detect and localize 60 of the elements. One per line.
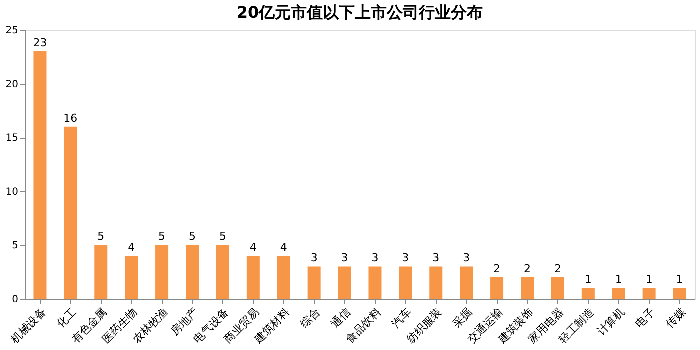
x-tick-label: 汽车: [389, 306, 414, 331]
data-label: 4: [128, 240, 136, 254]
x-tick-label: 机械设备: [8, 306, 49, 346]
x-tick-label: 传媒: [664, 306, 688, 331]
bar: [277, 256, 290, 299]
bar: [338, 266, 352, 299]
bar: [551, 277, 564, 299]
bar: [642, 288, 656, 299]
x-tick-label: 采掘: [450, 306, 476, 331]
chart-title: 20亿元市值以下上市公司行业分布: [236, 3, 484, 22]
data-label: 5: [98, 230, 105, 244]
bar: [399, 266, 412, 299]
bar: [308, 266, 321, 299]
data-label: 3: [432, 252, 440, 265]
data-label: 2: [494, 262, 501, 276]
bar: [460, 266, 474, 299]
data-label: 3: [463, 252, 470, 265]
y-tick-label: 5: [12, 240, 18, 252]
x-tick-label: 化工: [54, 306, 80, 331]
data-label: 16: [64, 112, 78, 125]
x-tick-label: 综合: [298, 306, 323, 331]
bar: [368, 266, 382, 299]
data-label: 4: [280, 240, 288, 254]
bar: [521, 277, 534, 299]
data-label: 1: [584, 273, 592, 286]
data-label: 1: [646, 273, 653, 286]
bar: [246, 256, 260, 299]
bar: [216, 245, 230, 299]
y-tick-label: 25: [6, 26, 18, 36]
bar: [490, 277, 504, 299]
data-label: 2: [524, 262, 531, 276]
data-label: 23: [33, 36, 48, 50]
data-label: 5: [189, 230, 196, 244]
data-label: 3: [372, 252, 379, 265]
bar: [430, 266, 443, 299]
x-tick-label: 通信: [328, 306, 354, 331]
data-label: 4: [250, 240, 257, 254]
bar: [612, 288, 626, 299]
bar: [673, 288, 686, 299]
data-label: 3: [402, 252, 410, 265]
data-label: 1: [615, 273, 622, 286]
data-label: 2: [554, 262, 562, 276]
y-tick-label: 0: [12, 294, 18, 306]
bar: [64, 126, 78, 299]
x-tick-label: 电子: [633, 306, 658, 331]
data-label: 3: [310, 252, 318, 265]
bar: [582, 288, 595, 299]
data-label: 1: [676, 273, 684, 286]
data-label: 5: [158, 230, 166, 244]
bar: [186, 245, 199, 299]
y-tick-label: 15: [6, 133, 18, 144]
data-label: 3: [341, 252, 348, 265]
bar: [156, 245, 169, 299]
y-tick-label: 10: [6, 186, 18, 198]
bar: [34, 52, 47, 299]
y-tick-label: 20: [6, 79, 18, 90]
data-label: 5: [219, 230, 226, 244]
bar: [125, 256, 138, 299]
bar: [94, 245, 108, 299]
x-tick-label: 计算机: [594, 306, 628, 338]
